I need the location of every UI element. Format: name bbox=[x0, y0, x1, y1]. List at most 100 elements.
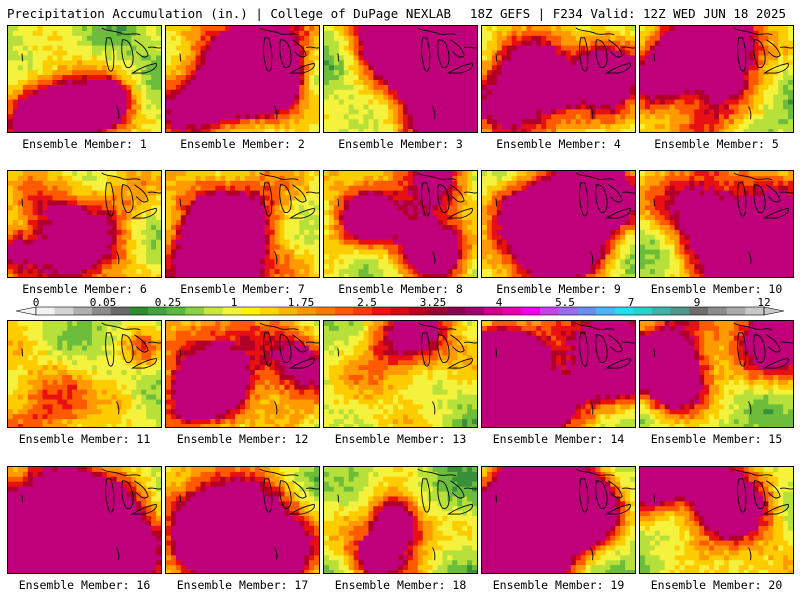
ensemble-member-map bbox=[165, 466, 320, 574]
ensemble-member-label: Ensemble Member: 11 bbox=[18, 432, 151, 446]
ensemble-member-label: Ensemble Member: 19 bbox=[492, 578, 625, 592]
ensemble-member-label: Ensemble Member: 4 bbox=[496, 137, 621, 151]
precip-field bbox=[8, 171, 161, 277]
precip-field bbox=[324, 26, 477, 132]
ensemble-member-map bbox=[7, 170, 162, 278]
ensemble-member-map bbox=[165, 170, 320, 278]
precip-field bbox=[640, 171, 793, 277]
precip-field bbox=[166, 26, 319, 132]
ensemble-member-map bbox=[481, 25, 636, 133]
colorbar-swatch bbox=[689, 307, 709, 315]
colorbar-swatch bbox=[334, 307, 354, 315]
colorbar-swatch bbox=[316, 307, 336, 315]
colorbar-swatch bbox=[73, 307, 93, 315]
ensemble-member-map bbox=[639, 170, 794, 278]
great-lakes-outline bbox=[179, 172, 319, 265]
colorbar-swatch bbox=[372, 307, 392, 315]
colorbar-swatch bbox=[148, 307, 168, 315]
colorbar-swatch bbox=[110, 307, 130, 315]
model-run-info: 18Z GEFS | F234 Valid: 12Z WED JUN 18 20… bbox=[469, 6, 786, 21]
ensemble-member-map bbox=[7, 320, 162, 428]
ensemble-member-map bbox=[481, 170, 636, 278]
colorbar-swatch bbox=[409, 307, 429, 315]
ensemble-member-label: Ensemble Member: 12 bbox=[176, 432, 309, 446]
colorbar-swatch bbox=[428, 307, 448, 315]
ensemble-member-label: Ensemble Member: 7 bbox=[180, 282, 305, 296]
colorbar-swatch bbox=[129, 307, 149, 315]
ensemble-member-map bbox=[323, 466, 478, 574]
colorbar-swatch bbox=[241, 307, 261, 315]
ensemble-member-map bbox=[323, 25, 478, 133]
great-lakes-outline bbox=[179, 27, 319, 120]
ensemble-member-map bbox=[7, 25, 162, 133]
colorbar-swatch bbox=[222, 307, 242, 315]
precip-field bbox=[8, 467, 161, 573]
great-lakes-outline bbox=[337, 468, 477, 561]
ensemble-member-label: Ensemble Member: 3 bbox=[338, 137, 463, 151]
precip-field bbox=[324, 467, 477, 573]
colorbar-swatch bbox=[670, 307, 690, 315]
precip-colorbar bbox=[15, 306, 785, 316]
colorbar-tick-label: 1 bbox=[230, 296, 238, 309]
precip-field bbox=[482, 171, 635, 277]
colorbar-swatch bbox=[521, 307, 541, 315]
ensemble-member-map bbox=[165, 25, 320, 133]
colorbar-swatch bbox=[577, 307, 597, 315]
colorbar-swatch bbox=[446, 307, 466, 315]
great-lakes-outline bbox=[337, 322, 477, 415]
great-lakes-outline bbox=[21, 172, 161, 265]
ensemble-member-label: Ensemble Member: 8 bbox=[338, 282, 463, 296]
colorbar-tick-label: 1.75 bbox=[287, 296, 315, 309]
colorbar-swatch bbox=[278, 307, 298, 315]
ensemble-member-map bbox=[639, 320, 794, 428]
colorbar-swatch bbox=[465, 307, 485, 315]
great-lakes-outline bbox=[179, 468, 319, 561]
colorbar-swatch bbox=[54, 307, 74, 315]
ensemble-member-label: Ensemble Member: 6 bbox=[22, 282, 147, 296]
colorbar-tick-label: 7 bbox=[627, 296, 635, 309]
colorbar-swatch bbox=[92, 307, 112, 315]
colorbar-swatch bbox=[185, 307, 205, 315]
great-lakes-outline bbox=[495, 172, 635, 265]
colorbar-swatch bbox=[652, 307, 672, 315]
colorbar-swatch bbox=[36, 307, 56, 315]
great-lakes-outline bbox=[21, 27, 161, 120]
great-lakes-outline bbox=[653, 172, 793, 265]
colorbar-tick-label: 12 bbox=[757, 296, 771, 309]
colorbar-swatch bbox=[484, 307, 504, 315]
ensemble-member-label: Ensemble Member: 2 bbox=[180, 137, 305, 151]
ensemble-member-map bbox=[481, 320, 636, 428]
colorbar-swatch bbox=[204, 307, 224, 315]
precip-field bbox=[166, 467, 319, 573]
precip-field bbox=[166, 171, 319, 277]
colorbar-tick-label: 5.5 bbox=[555, 296, 575, 309]
ensemble-member-label: Ensemble Member: 20 bbox=[650, 578, 783, 592]
page-title: Precipitation Accumulation (in.) | Colle… bbox=[7, 6, 452, 21]
colorbar-tick-label: 0.25 bbox=[154, 296, 182, 309]
ensemble-member-map bbox=[481, 466, 636, 574]
great-lakes-outline bbox=[337, 27, 477, 120]
colorbar-tick-label: 9 bbox=[693, 296, 701, 309]
colorbar-swatch bbox=[726, 307, 746, 315]
precip-field bbox=[8, 321, 161, 427]
great-lakes-outline bbox=[21, 468, 161, 561]
great-lakes-outline bbox=[21, 322, 161, 415]
colorbar-swatch bbox=[166, 307, 186, 315]
colorbar-swatch bbox=[708, 307, 728, 315]
colorbar-tick-label: 3.25 bbox=[419, 296, 447, 309]
ensemble-member-label: Ensemble Member: 9 bbox=[496, 282, 621, 296]
colorbar-swatch bbox=[633, 307, 653, 315]
precip-field bbox=[482, 321, 635, 427]
precip-field bbox=[482, 467, 635, 573]
colorbar-swatch bbox=[260, 307, 280, 315]
great-lakes-outline bbox=[495, 468, 635, 561]
colorbar-swatch bbox=[390, 307, 410, 315]
ensemble-member-label: Ensemble Member: 5 bbox=[654, 137, 779, 151]
ensemble-member-label: Ensemble Member: 18 bbox=[334, 578, 467, 592]
colorbar-swatch bbox=[614, 307, 634, 315]
colorbar-tick-label: 2.5 bbox=[357, 296, 377, 309]
precip-field bbox=[640, 26, 793, 132]
ensemble-member-label: Ensemble Member: 1 bbox=[22, 137, 147, 151]
great-lakes-outline bbox=[495, 27, 635, 120]
colorbar-swatch bbox=[297, 307, 317, 315]
